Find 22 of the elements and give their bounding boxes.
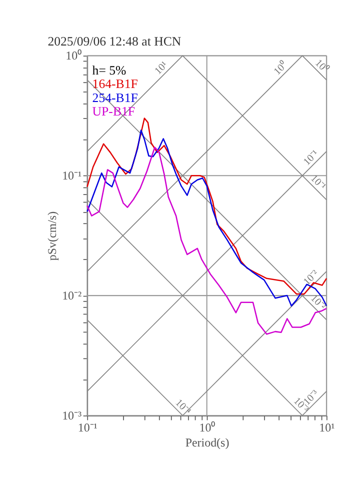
text: 164-B1F — [92, 77, 138, 92]
y-axis-title: pSv(cm/s) — [44, 211, 59, 261]
x-tick-label: 10⁻¹ — [78, 420, 98, 434]
annotation: 10⁰ — [312, 56, 332, 76]
y-tick-label: 10⁻³ — [62, 408, 82, 422]
annotation: 10⁻¹ — [302, 148, 322, 168]
annotation: 10⁻² — [302, 268, 322, 288]
text: UP-B1F — [92, 104, 136, 119]
series-label: 254-B1F — [92, 90, 138, 105]
annotation: 10⁻⁴ — [172, 397, 193, 418]
chart-title: 2025/09/06 12:48 at HCN — [48, 34, 182, 48]
annotation: 10¹ — [153, 60, 170, 77]
annotation: 10⁻¹ — [308, 173, 328, 192]
x-axis-title: Period(s) — [185, 436, 230, 450]
x-tick-label: 10⁰ — [199, 420, 216, 434]
x-tick-label: 10¹ — [319, 420, 336, 434]
annotation: h= 5% — [92, 63, 127, 78]
annotation: 10⁻² — [308, 293, 328, 312]
y-tick-label: 10⁻¹ — [62, 168, 82, 182]
y-tick-label: 10⁻² — [62, 288, 82, 302]
y-tick-label: 10⁰ — [66, 48, 82, 63]
annotation: 10⁰ — [271, 58, 290, 78]
